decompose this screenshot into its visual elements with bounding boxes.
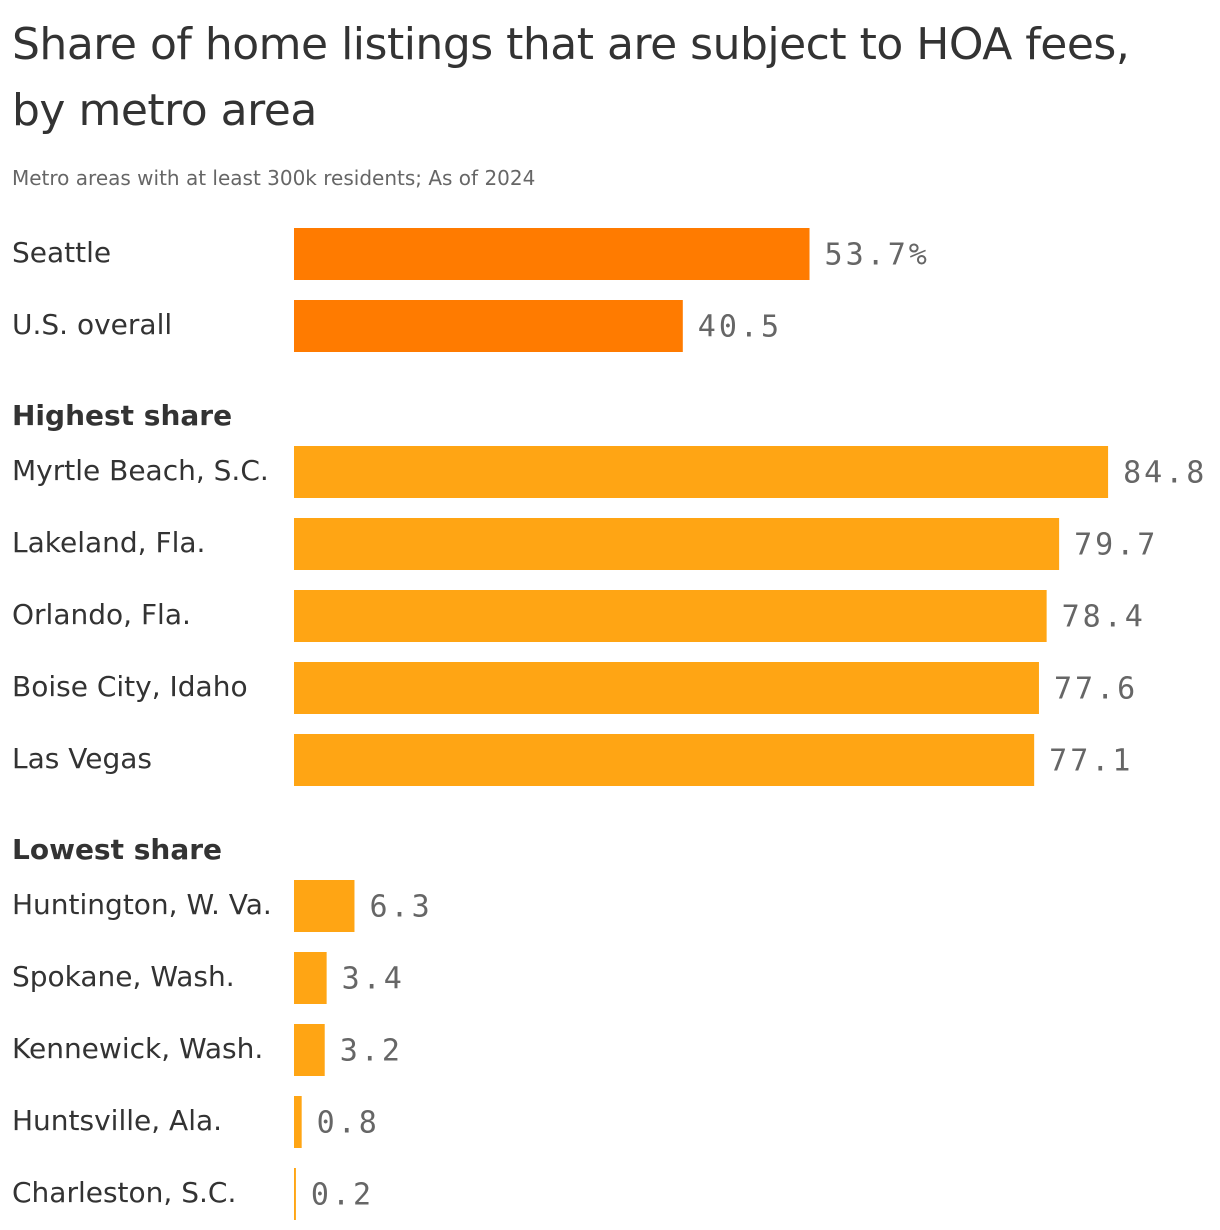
value-label: 77.1: [1049, 744, 1133, 779]
value-label: 78.4: [1062, 600, 1146, 635]
category-label: Orlando, Fla.: [12, 598, 191, 631]
bar: [294, 1096, 302, 1148]
value-label: 3.2: [340, 1034, 403, 1069]
category-label: Huntsville, Ala.: [12, 1104, 222, 1137]
chart-title: Share of home listings that are subject …: [12, 19, 1130, 136]
value-label: 0.8: [317, 1106, 380, 1141]
bar: [294, 228, 810, 280]
group-heading: Lowest share: [12, 833, 222, 866]
category-label: Seattle: [12, 236, 111, 269]
category-label: Myrtle Beach, S.C.: [12, 454, 269, 487]
category-label: Spokane, Wash.: [12, 960, 235, 993]
value-label: 79.7: [1074, 528, 1158, 563]
chart-subtitle: Metro areas with at least 300k residents…: [12, 166, 536, 190]
value-label: 3.4: [342, 962, 405, 997]
bar: [294, 300, 683, 352]
category-label: U.S. overall: [12, 308, 172, 341]
value-label: 6.3: [369, 890, 432, 925]
category-label: Huntington, W. Va.: [12, 888, 272, 921]
bar: [294, 880, 355, 932]
bar: [294, 1024, 325, 1076]
group-heading: Highest share: [12, 399, 232, 432]
category-label: Kennewick, Wash.: [12, 1032, 263, 1065]
value-label: 84.8: [1123, 456, 1207, 491]
bar: [294, 590, 1047, 642]
bar: [294, 446, 1109, 498]
value-label: 40.5: [698, 310, 782, 345]
value-label: 53.7%: [825, 238, 930, 273]
bar: [294, 734, 1035, 786]
category-label: Las Vegas: [12, 742, 152, 775]
value-label: 77.6: [1054, 672, 1138, 707]
bar: [294, 662, 1039, 714]
bar: [294, 952, 327, 1004]
category-label: Lakeland, Fla.: [12, 526, 205, 559]
bar: [294, 518, 1060, 570]
bar: [294, 1168, 296, 1220]
category-label: Boise City, Idaho: [12, 670, 248, 703]
category-label: Charleston, S.C.: [12, 1176, 236, 1209]
value-label: 0.2: [311, 1178, 374, 1213]
